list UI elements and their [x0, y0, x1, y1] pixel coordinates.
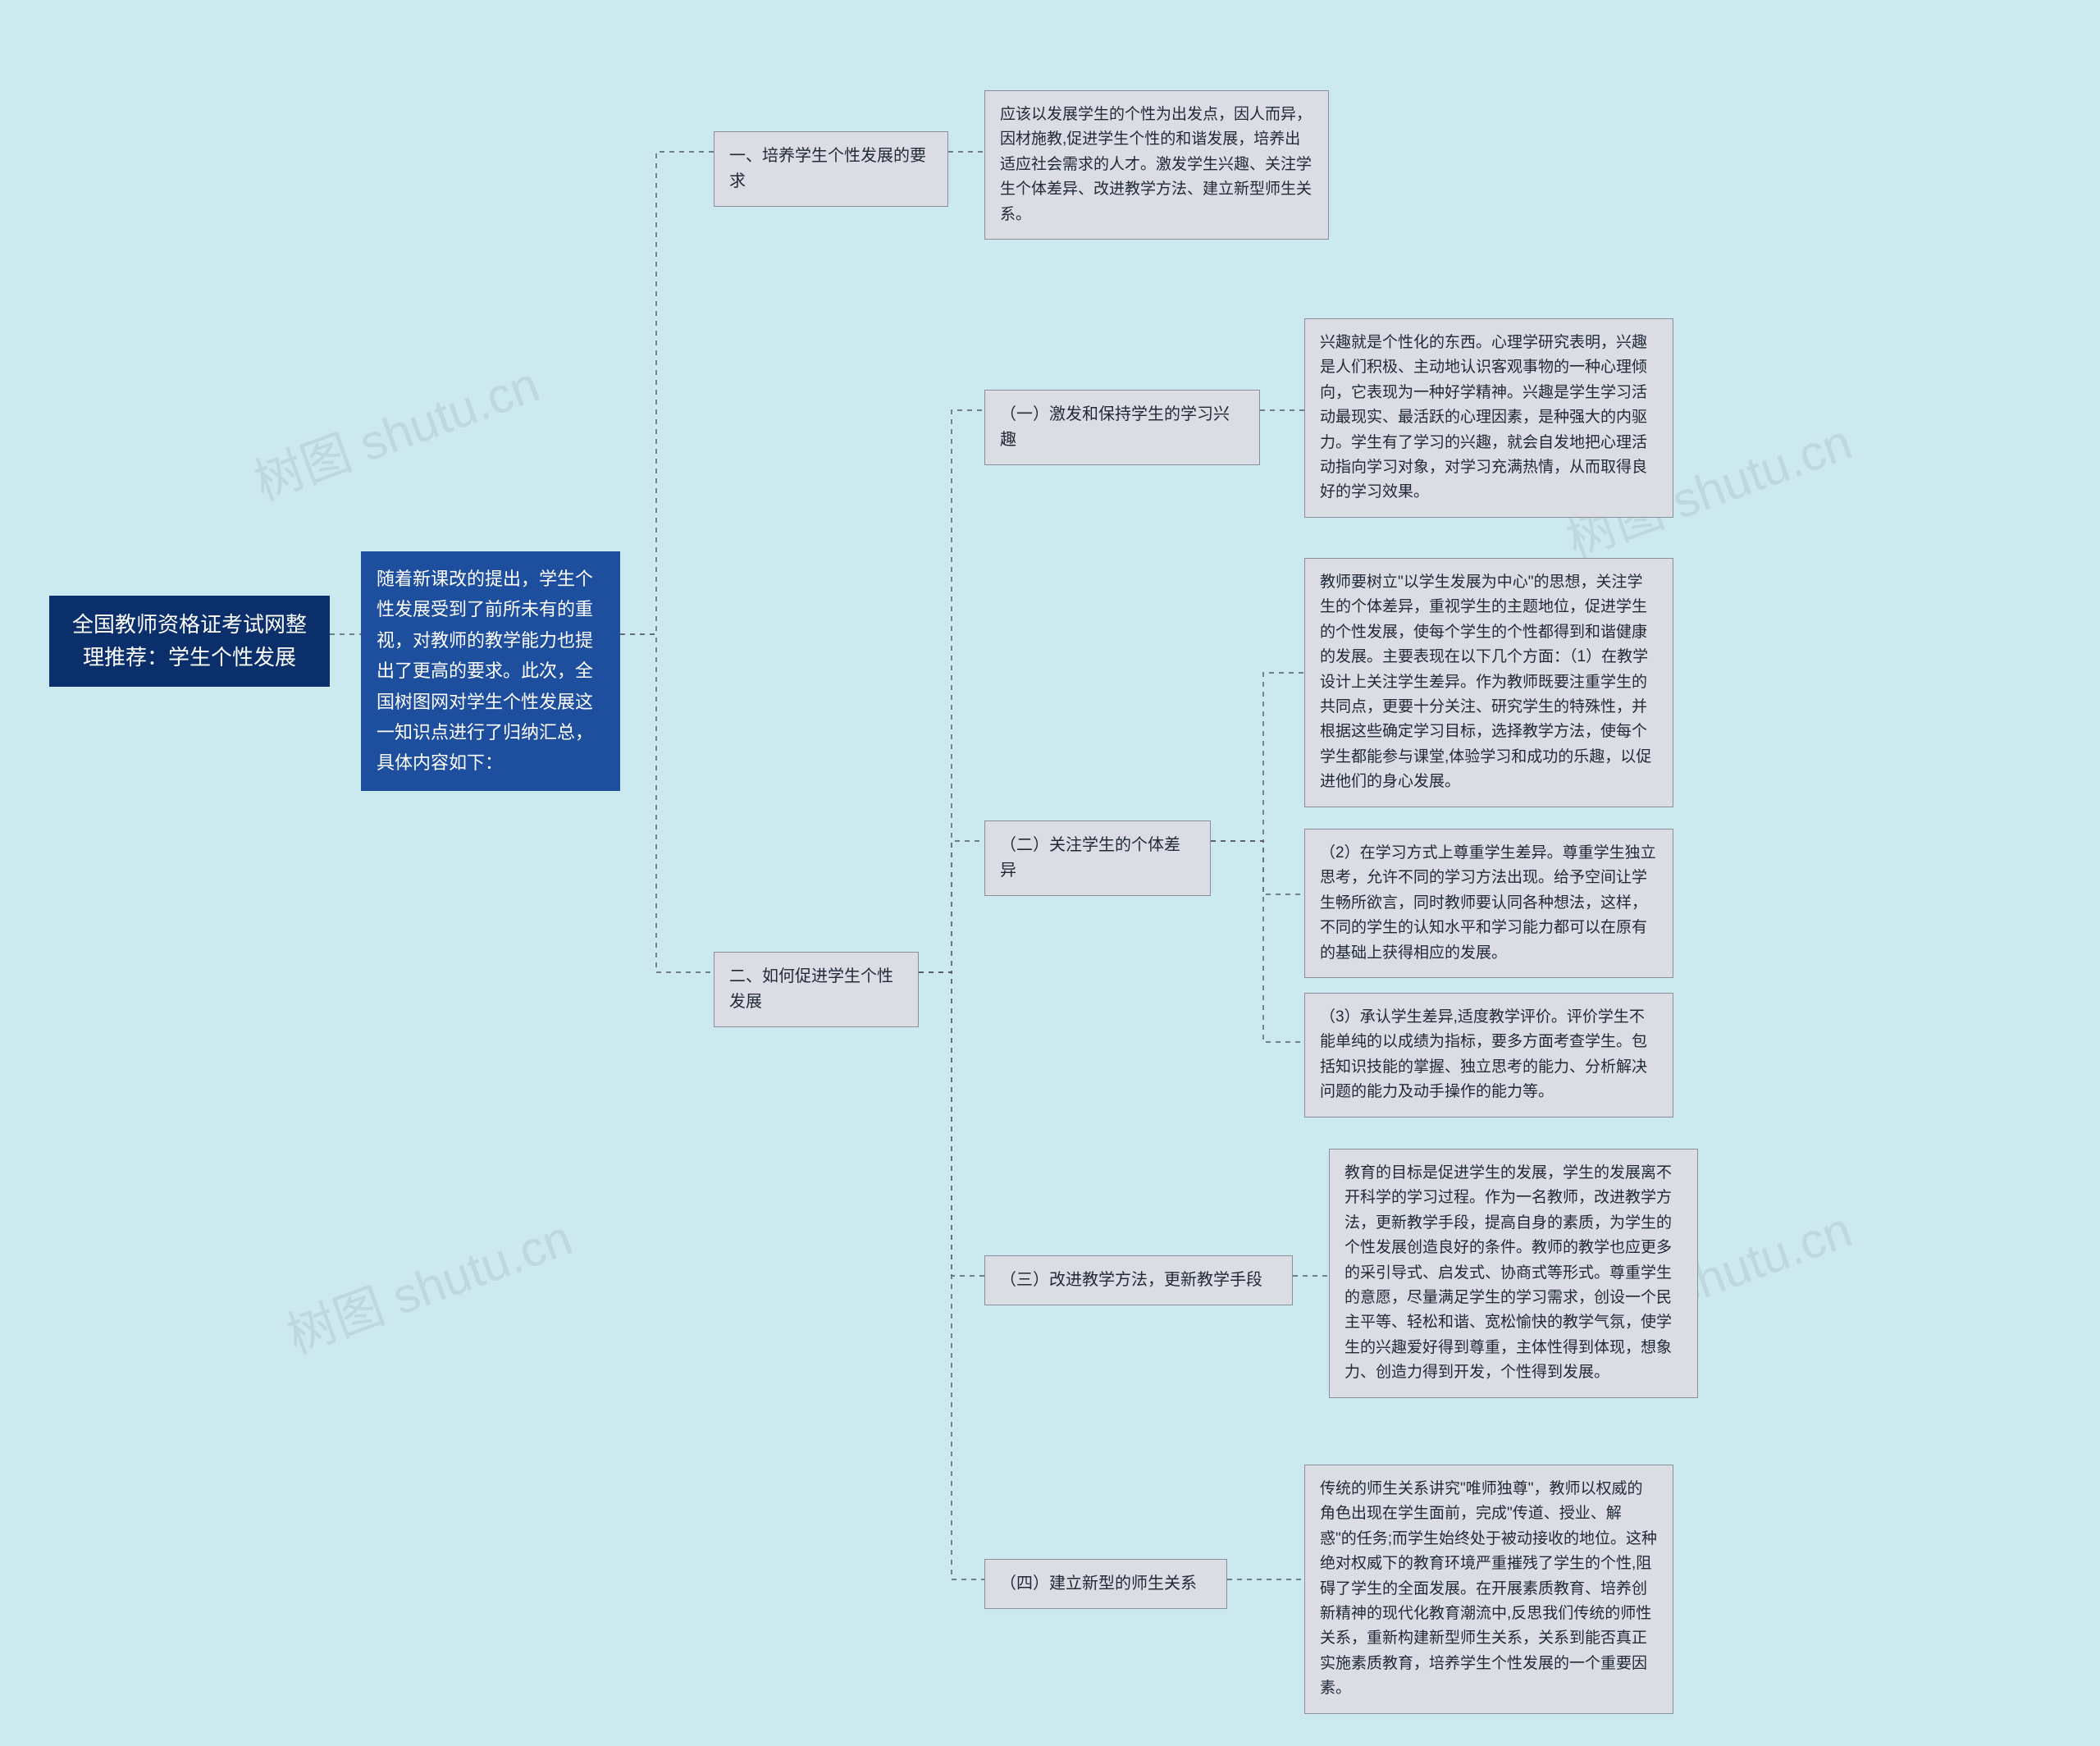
root-text: 全国教师资格证考试网整理推荐：学生个性发展 — [72, 612, 307, 670]
sec2-sub2-body1: 教师要树立"以学生发展为中心"的思想，关注学生的个体差异，重视学生的主题地位，促… — [1304, 558, 1673, 807]
root-node: 全国教师资格证考试网整理推荐：学生个性发展 — [49, 596, 330, 687]
sec2-sub2-title: （二）关注学生的个体差异 — [984, 820, 1211, 896]
sec2-sub2-body3-text: （3）承认学生差异,适度教学评价。评价学生不能单纯的以成绩为指标，要多方面考查学… — [1320, 1008, 1647, 1100]
sec1-body: 应该以发展学生的个性为出发点，因人而异，因材施教,促进学生个性的和谐发展，培养出… — [984, 90, 1329, 240]
intro-node: 随着新课改的提出，学生个性发展受到了前所未有的重视，对教师的教学能力也提出了更高… — [361, 551, 620, 791]
sec2-sub2-body3: （3）承认学生差异,适度教学评价。评价学生不能单纯的以成绩为指标，要多方面考查学… — [1304, 993, 1673, 1118]
sec2-sub1-title-text: （一）激发和保持学生的学习兴趣 — [1000, 405, 1230, 449]
sec2-sub1-body: 兴趣就是个性化的东西。心理学研究表明，兴趣是人们积极、主动地认识客观事物的一种心… — [1304, 318, 1673, 518]
sec1-body-text: 应该以发展学生的个性为出发点，因人而异，因材施教,促进学生个性的和谐发展，培养出… — [1000, 106, 1312, 223]
sec2-sub4-title-text: （四）建立新型的师生关系 — [1000, 1575, 1197, 1593]
sec2-sub3-title-text: （三）改进教学方法，更新教学手段 — [1000, 1271, 1262, 1289]
watermark: 树图 shutu.cn — [243, 345, 547, 514]
sec2-sub2-body1-text: 教师要树立"以学生发展为中心"的思想，关注学生的个体差异，重视学生的主题地位，促… — [1320, 574, 1651, 790]
sec2-sub2-title-text: （二）关注学生的个体差异 — [1000, 836, 1180, 880]
sec2-sub3-body: 教育的目标是促进学生的发展，学生的发展离不开科学的学习过程。作为一名教师，改进教… — [1329, 1149, 1698, 1398]
sec2-sub4-title: （四）建立新型的师生关系 — [984, 1559, 1227, 1609]
sec2-title: 二、如何促进学生个性发展 — [714, 952, 919, 1027]
intro-text: 随着新课改的提出，学生个性发展受到了前所未有的重视，对教师的教学能力也提出了更高… — [377, 569, 593, 773]
sec1-title: 一、培养学生个性发展的要求 — [714, 131, 948, 207]
sec2-title-text: 二、如何促进学生个性发展 — [729, 967, 893, 1011]
watermark: 树图 shutu.cn — [276, 1198, 580, 1367]
sec2-sub2-body2-text: （2）在学习方式上尊重学生差异。尊重学生独立思考，允许不同的学习方法出现。给予空… — [1320, 844, 1656, 962]
sec2-sub4-body: 传统的师生关系讲究"唯师独尊"，教师以权威的角色出现在学生面前，完成"传道、授业… — [1304, 1465, 1673, 1714]
sec1-title-text: 一、培养学生个性发展的要求 — [729, 147, 926, 190]
sec2-sub3-title: （三）改进教学方法，更新教学手段 — [984, 1255, 1293, 1305]
sec2-sub1-body-text: 兴趣就是个性化的东西。心理学研究表明，兴趣是人们积极、主动地认识客观事物的一种心… — [1320, 334, 1647, 500]
sec2-sub1-title: （一）激发和保持学生的学习兴趣 — [984, 390, 1260, 465]
sec2-sub4-body-text: 传统的师生关系讲究"唯师独尊"，教师以权威的角色出现在学生面前，完成"传道、授业… — [1320, 1480, 1657, 1697]
sec2-sub3-body-text: 教育的目标是促进学生的发展，学生的发展离不开科学的学习过程。作为一名教师，改进教… — [1344, 1164, 1672, 1381]
sec2-sub2-body2: （2）在学习方式上尊重学生差异。尊重学生独立思考，允许不同的学习方法出现。给予空… — [1304, 829, 1673, 978]
